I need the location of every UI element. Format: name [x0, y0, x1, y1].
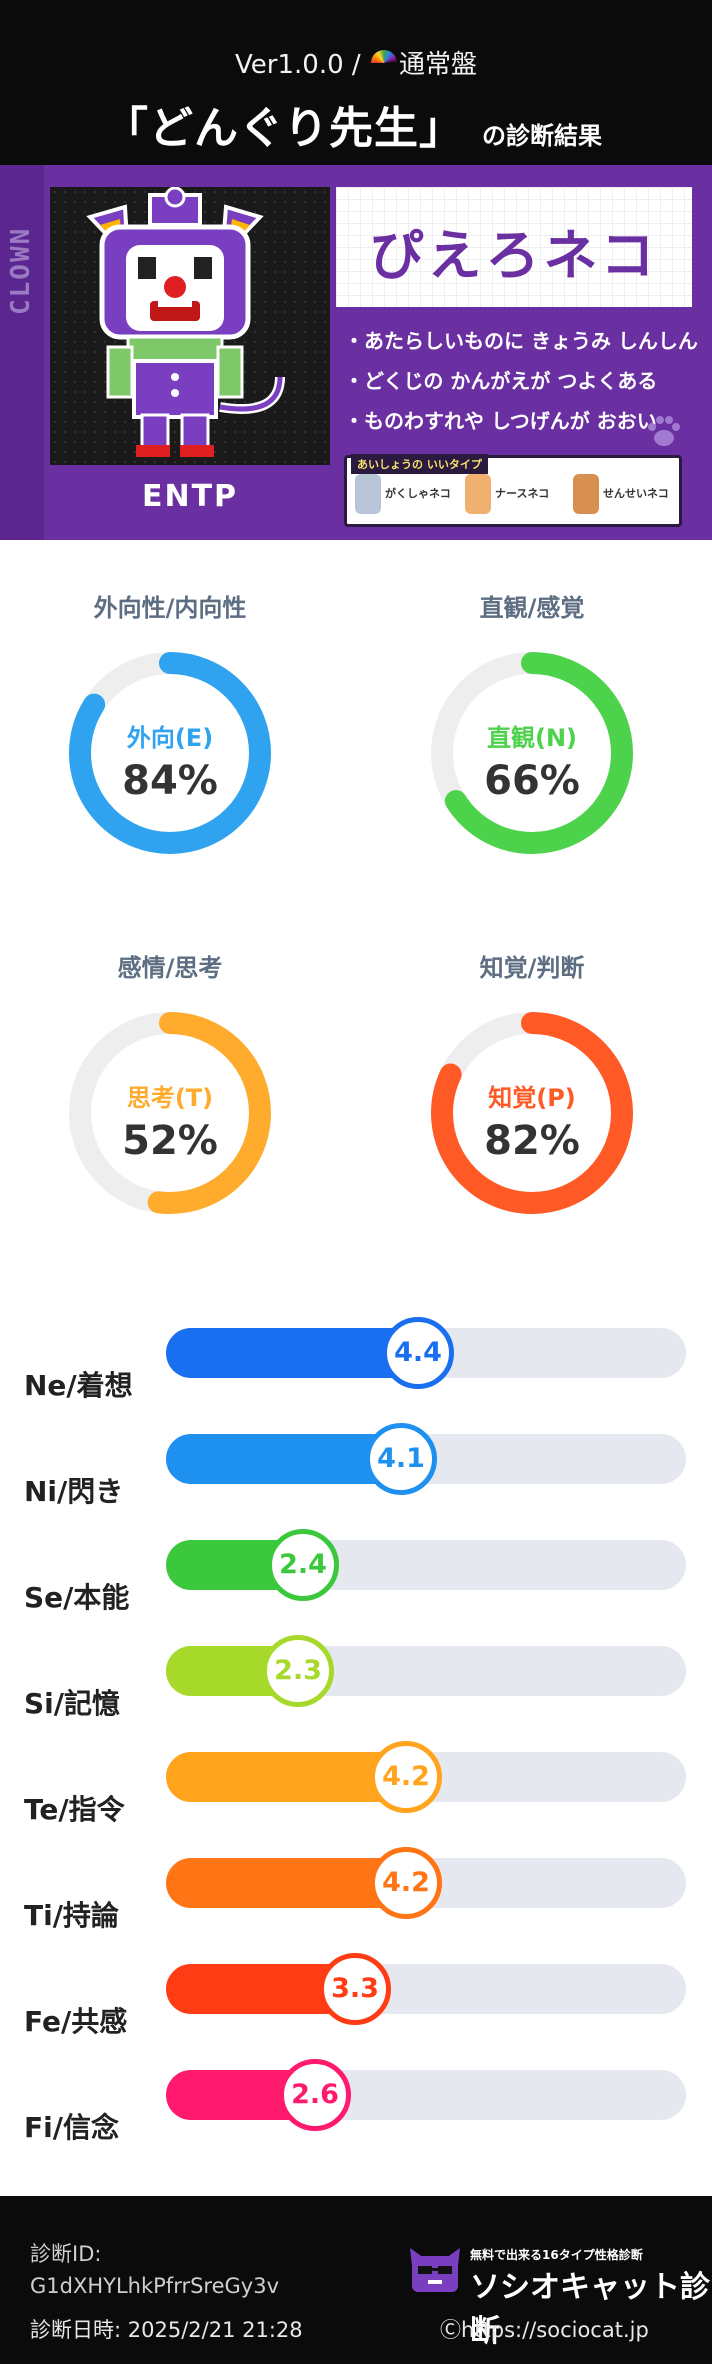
- indicator-value: 66%: [484, 758, 580, 804]
- character-banner: CLOWN: [0, 165, 712, 540]
- function-score: 4.2: [370, 1741, 442, 1813]
- indicator-label: 知覚(P): [488, 1084, 576, 1112]
- brand-tagline: 無料で出来る16タイプ性格診断: [470, 2248, 643, 2262]
- site-link[interactable]: Ⓒhttps://sociocat.jp: [440, 2318, 649, 2342]
- function-label: Ti/持論: [24, 1899, 119, 1932]
- compatible-types-label: あいしょうの いいタイプ: [351, 454, 488, 474]
- indicator-block: 知覚/判断知覚(P) 82%: [402, 948, 662, 1278]
- cat-icon: [465, 474, 491, 514]
- indicator-title: 知覚/判断: [479, 954, 585, 982]
- version-line: Ver1.0.0 / 通常盤: [0, 44, 712, 81]
- function-score: 2.6: [279, 2059, 351, 2131]
- compatible-type: せんせいネコ: [573, 474, 669, 522]
- compatible-type-name: ナースネコ: [495, 487, 550, 500]
- function-score: 4.1: [365, 1423, 437, 1495]
- paw-icon: [648, 416, 680, 446]
- function-row: Se/本能 2.4: [0, 1529, 712, 1630]
- function-label: Fi/信念: [24, 2111, 119, 2144]
- indicator-value: 52%: [122, 1118, 218, 1164]
- function-score: 2.3: [262, 1635, 334, 1707]
- version-text: Ver1.0.0 /: [235, 50, 369, 80]
- indicator-value: 82%: [484, 1118, 580, 1164]
- function-bar-track: 3.3: [166, 1953, 686, 2025]
- function-bar-track: 2.3: [166, 1635, 686, 1707]
- function-bar-track: 4.2: [166, 1847, 686, 1919]
- sociocat-logo-icon: [410, 2248, 460, 2292]
- result-title-suffix: の診断結果: [482, 122, 602, 150]
- function-label: Ne/着想: [24, 1369, 133, 1402]
- compatible-type-name: せんせいネコ: [603, 487, 669, 500]
- compatible-types-box: あいしょうの いいタイプ がくしゃネコ ナースネコ せんせいネコ: [344, 454, 682, 527]
- indicator-title: 直観/感覚: [479, 594, 585, 622]
- function-score: 4.4: [382, 1317, 454, 1389]
- compatible-type: ナースネコ: [465, 474, 549, 522]
- function-label: Fe/共感: [24, 2005, 128, 2038]
- function-row: Fi/信念 2.6: [0, 2059, 712, 2160]
- diagnosis-date: 診断日時: 2025/2/21 21:28: [30, 2318, 303, 2342]
- function-row: Fe/共感 3.3: [0, 1953, 712, 2054]
- brand-name[interactable]: ソシオキャット診断: [470, 2270, 710, 2349]
- cat-icon: [573, 474, 599, 514]
- function-label: Si/記憶: [24, 1687, 120, 1720]
- result-title: 「どんぐり先生」: [104, 103, 464, 154]
- function-label: Se/本能: [24, 1581, 130, 1614]
- header: Ver1.0.0 / 通常盤 「どんぐり先生」 の診断結果: [0, 0, 712, 165]
- function-bar-track: 4.2: [166, 1741, 686, 1813]
- ring-arc: [69, 1012, 271, 1214]
- diagnosis-id: G1dXHYLhkPfrrSreGy3v: [30, 2274, 280, 2298]
- indicator-label: 直観(N): [486, 724, 578, 752]
- function-row: Si/記憶 2.3: [0, 1635, 712, 1736]
- indicator-title: 外向性/内向性: [93, 594, 247, 622]
- function-label: Te/指令: [24, 1793, 125, 1826]
- function-score: 3.3: [319, 1953, 391, 2025]
- type-code: ENTP: [141, 479, 239, 514]
- trait-item: ・どくじの かんがえが つよくある: [344, 369, 658, 393]
- ring-arc: [431, 1012, 633, 1214]
- function-row: Ti/持論 4.2: [0, 1847, 712, 1948]
- function-row: Ne/着想 4.4: [0, 1317, 712, 1418]
- indicator-block: 外向性/内向性 外向(E) 84%: [40, 588, 300, 918]
- indicator-block: 感情/思考思考(T) 52%: [40, 948, 300, 1278]
- indicator-value: 84%: [122, 758, 218, 804]
- function-bar-track: 2.4: [166, 1529, 686, 1601]
- indicator-block: 直観/感覚直観(N) 66%: [402, 588, 662, 918]
- indicator-label: 外向(E): [126, 724, 214, 752]
- compatible-type-name: がくしゃネコ: [385, 487, 451, 500]
- type-name-panel: ぴえろネコ: [336, 187, 692, 307]
- function-bar-track: 4.4: [166, 1317, 686, 1389]
- rainbow-icon: [370, 50, 397, 76]
- side-strip: CLOWN: [0, 165, 44, 540]
- indicator-ring: [69, 1012, 271, 1214]
- function-score: 2.4: [267, 1529, 339, 1601]
- trait-item: ・あたらしいものに きょうみ しんしん: [344, 329, 698, 353]
- indicator-label: 思考(T): [126, 1084, 214, 1112]
- function-row: Ni/閃き 4.1: [0, 1423, 712, 1524]
- type-name: ぴえろネコ: [369, 224, 659, 287]
- clown-cat-icon: [86, 186, 285, 457]
- trait-list: ・あたらしいものに きょうみ しんしん ・どくじの かんがえが つよくある ・も…: [344, 323, 698, 443]
- cat-icon: [355, 474, 381, 514]
- function-bar-track: 4.1: [166, 1423, 686, 1495]
- side-label: CLOWN: [6, 226, 36, 315]
- compatible-type: がくしゃネコ: [355, 474, 451, 522]
- function-score: 4.2: [370, 1847, 442, 1919]
- function-row: Te/指令 4.2: [0, 1741, 712, 1842]
- trait-item: ・ものわすれや しつげんが おおい: [344, 409, 657, 433]
- diagnosis-id-label: 診断ID:: [30, 2242, 102, 2266]
- indicator-ring: [431, 652, 633, 854]
- function-label: Ni/閃き: [24, 1475, 124, 1508]
- edition-text: 通常盤: [398, 50, 477, 80]
- ring-arc: [431, 652, 633, 854]
- function-bar-track: 2.6: [166, 2059, 686, 2131]
- ring-arc: [69, 652, 271, 854]
- indicator-ring: [431, 1012, 633, 1214]
- character-illustration: [50, 186, 330, 465]
- indicator-ring: [69, 652, 271, 854]
- footer: 診断ID: G1dXHYLhkPfrrSreGy3v 診断日時: 2025/2/…: [0, 2196, 712, 2364]
- indicator-title: 感情/思考: [117, 954, 223, 982]
